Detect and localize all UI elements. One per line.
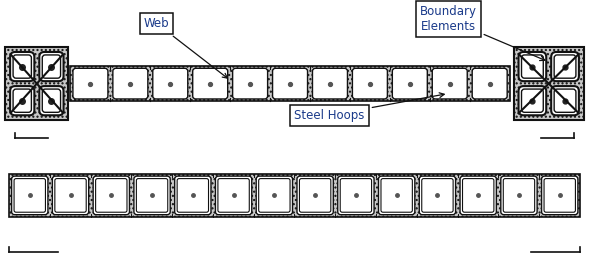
FancyBboxPatch shape — [521, 55, 543, 78]
FancyBboxPatch shape — [233, 68, 267, 99]
FancyBboxPatch shape — [175, 176, 211, 215]
FancyBboxPatch shape — [137, 179, 168, 212]
FancyBboxPatch shape — [419, 176, 455, 215]
FancyBboxPatch shape — [460, 176, 497, 215]
FancyBboxPatch shape — [518, 52, 546, 81]
FancyBboxPatch shape — [177, 179, 209, 212]
FancyBboxPatch shape — [218, 179, 249, 212]
FancyBboxPatch shape — [13, 55, 31, 78]
FancyBboxPatch shape — [340, 179, 372, 212]
FancyBboxPatch shape — [273, 68, 307, 99]
FancyBboxPatch shape — [93, 176, 130, 215]
Text: Steel Hoops: Steel Hoops — [294, 93, 444, 122]
FancyBboxPatch shape — [554, 89, 576, 112]
FancyBboxPatch shape — [12, 176, 48, 215]
FancyBboxPatch shape — [113, 68, 148, 99]
FancyBboxPatch shape — [337, 176, 374, 215]
FancyBboxPatch shape — [10, 86, 34, 115]
FancyBboxPatch shape — [256, 176, 293, 215]
FancyBboxPatch shape — [95, 179, 127, 212]
Text: Boundary
Elements: Boundary Elements — [420, 5, 545, 61]
FancyBboxPatch shape — [52, 176, 89, 215]
FancyBboxPatch shape — [42, 89, 61, 112]
FancyBboxPatch shape — [518, 86, 546, 115]
FancyBboxPatch shape — [503, 179, 535, 212]
FancyBboxPatch shape — [216, 176, 252, 215]
FancyBboxPatch shape — [313, 68, 348, 99]
FancyBboxPatch shape — [381, 179, 412, 212]
Bar — [5, 47, 68, 120]
FancyBboxPatch shape — [73, 68, 108, 99]
FancyBboxPatch shape — [193, 68, 228, 99]
FancyBboxPatch shape — [153, 68, 188, 99]
FancyBboxPatch shape — [521, 89, 543, 112]
FancyBboxPatch shape — [544, 179, 575, 212]
FancyBboxPatch shape — [422, 179, 453, 212]
FancyBboxPatch shape — [541, 176, 578, 215]
FancyBboxPatch shape — [10, 52, 34, 81]
FancyBboxPatch shape — [392, 68, 427, 99]
FancyBboxPatch shape — [39, 52, 64, 81]
Bar — [9, 174, 580, 217]
Bar — [514, 47, 584, 120]
FancyBboxPatch shape — [551, 86, 579, 115]
FancyBboxPatch shape — [42, 55, 61, 78]
FancyBboxPatch shape — [462, 179, 494, 212]
FancyBboxPatch shape — [55, 179, 86, 212]
FancyBboxPatch shape — [432, 68, 467, 99]
FancyBboxPatch shape — [352, 68, 388, 99]
FancyBboxPatch shape — [472, 68, 507, 99]
FancyBboxPatch shape — [554, 55, 576, 78]
Bar — [71, 66, 509, 101]
FancyBboxPatch shape — [297, 176, 333, 215]
FancyBboxPatch shape — [551, 52, 579, 81]
FancyBboxPatch shape — [501, 176, 537, 215]
FancyBboxPatch shape — [259, 179, 290, 212]
FancyBboxPatch shape — [379, 176, 415, 215]
Text: Web: Web — [144, 17, 227, 78]
FancyBboxPatch shape — [14, 179, 45, 212]
FancyBboxPatch shape — [134, 176, 170, 215]
FancyBboxPatch shape — [39, 86, 64, 115]
FancyBboxPatch shape — [13, 89, 31, 112]
FancyBboxPatch shape — [299, 179, 331, 212]
